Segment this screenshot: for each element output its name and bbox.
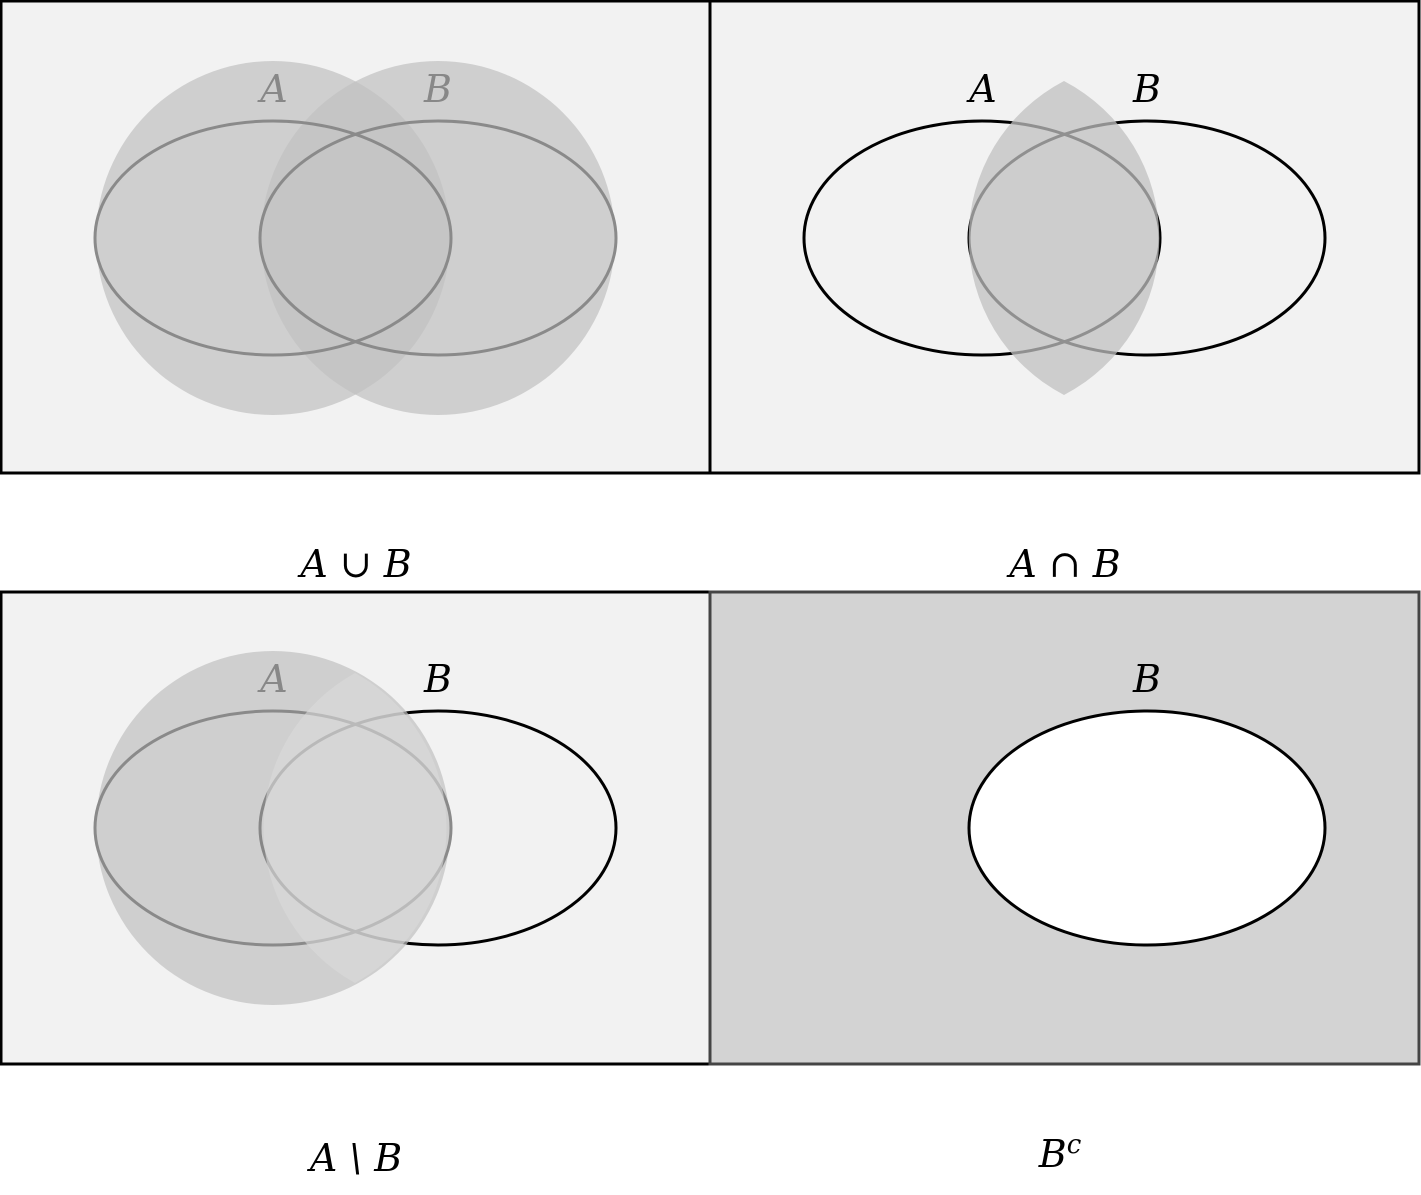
intersection-caption: A ∩ B (1006, 542, 1120, 586)
difference-panel: A B (0, 590, 712, 1066)
complement-panel: B (708, 590, 1421, 1066)
complement-caption-superscript: c (1067, 1130, 1082, 1160)
union-label-b: B (423, 67, 452, 111)
complement-caption-base: B (1038, 1132, 1067, 1176)
intersection-label-b: B (1132, 67, 1161, 111)
difference-label-b: B (423, 657, 452, 701)
union-label-a: A (257, 67, 287, 111)
union-ellipse-a (93, 119, 453, 357)
difference-caption: A \ B (307, 1136, 402, 1180)
complement-label-b: B (1132, 657, 1161, 701)
union-caption: A ∪ B (297, 542, 411, 586)
union-panel: A B (0, 0, 712, 475)
intersection-ellipse-a (802, 119, 1162, 357)
union-ellipse-b (258, 119, 618, 357)
difference-label-a: A (257, 657, 287, 701)
complement-caption: Bc (1038, 1130, 1082, 1176)
difference-ellipse-a (93, 709, 453, 947)
intersection-shade-lens (968, 81, 1160, 395)
intersection-panel: A B (708, 0, 1421, 475)
difference-lens-overlay (263, 673, 447, 983)
union-shade-b (261, 61, 615, 415)
intersection-label-a: A (966, 67, 996, 111)
complement-ellipse-b (967, 709, 1327, 947)
